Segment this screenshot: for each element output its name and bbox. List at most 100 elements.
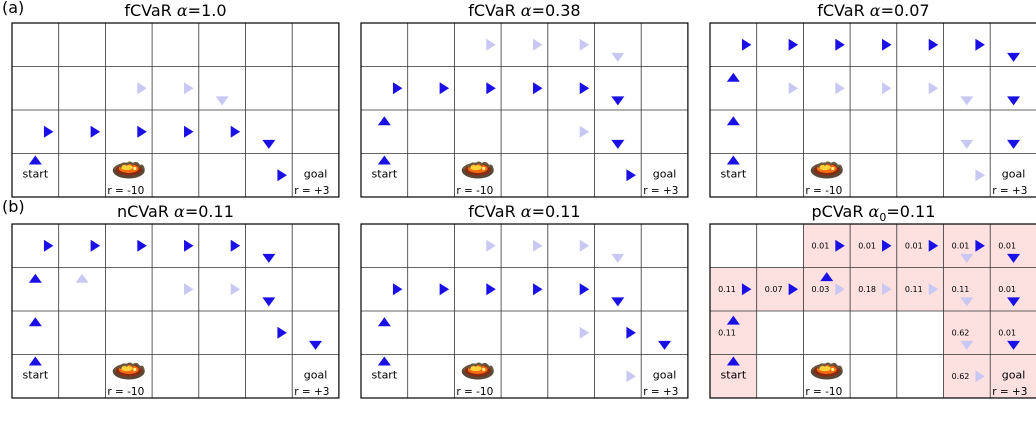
policy-arrow-right [90,239,101,252]
goal-reward-label: r = +3 [294,386,329,398]
policy-arrow-down-faint [960,96,974,106]
lava-reward-label: r = -10 [107,386,144,398]
policy-arrow-down-faint [215,96,229,106]
lava-reward-label: r = -10 [456,185,493,197]
start-label: start [23,167,49,180]
policy-arrow-down-faint [960,139,974,149]
grid-border [11,22,340,198]
goal-reward-label: r = +3 [643,386,678,398]
lava-icon [461,362,494,380]
policy-arrow-down [1007,340,1021,350]
gridworld-svg: r = -10 start goal r = +3 [11,223,340,399]
title-method: fCVaR [124,1,177,20]
policy-arrow-right [90,125,101,138]
policy-arrow-down [611,139,625,149]
goal-reward-label: r = +3 [992,386,1027,398]
policy-arrow-right-faint [184,283,194,296]
policy-arrow-down [309,340,323,350]
policy-arrow-right [277,326,287,339]
highlighted-cell [990,354,1036,398]
state-value-label: 0.03 [812,285,830,294]
lava-reward-label: r = -10 [805,185,842,197]
title-alpha-symbol: α [174,202,185,221]
grid-border [709,223,1036,399]
policy-arrow-right-faint [835,82,845,95]
panel-title-b3: pCVaR α0=0.11 [708,202,1036,224]
policy-arrow-down-faint [611,253,625,263]
policy-arrow-right [439,82,450,95]
start-label: start [23,368,49,381]
policy-arrow-right [579,283,590,296]
policy-arrow-right [486,82,496,95]
policy-arrow-right-faint [788,82,799,95]
policy-arrow-down [1007,297,1021,307]
gridworld-svg: r = -10 start goal r = +3 [360,223,689,399]
policy-arrow-right-faint [579,326,590,339]
policy-arrow-down-faint [960,297,974,307]
title-alpha-symbol: α [520,202,532,221]
title-method: pCVaR [811,202,869,221]
policy-arrow-right [533,283,543,296]
policy-arrow-up [28,356,42,366]
state-value-label: 0.01 [812,242,830,251]
policy-arrow-up [726,315,740,325]
policy-arrow-down [611,297,625,307]
policy-arrow-down [1007,52,1021,62]
goal-label: goal [304,368,327,381]
state-value-label: 0.11 [905,285,923,294]
gridworld-panel-a3: r = -10 start goal r = +3 [709,22,1036,198]
title-method: fCVaR [817,1,870,20]
policy-arrow-right [579,82,590,95]
state-value-label: 0.01 [998,285,1016,294]
policy-arrow-right-faint [533,239,543,252]
gridworld-svg: r = -10 start goal r = +3 [709,22,1036,198]
gridworld-panel-a1: r = -10 start goal r = +3 [11,22,340,198]
state-value-label: 0.01 [998,242,1016,251]
policy-arrow-right-faint [626,370,636,383]
policy-arrow-right-faint [533,38,543,51]
title-method: fCVaR [468,1,521,20]
panel-title-a1: fCVaR α=1.0 [10,1,340,20]
policy-arrow-down [1007,96,1021,106]
title-alpha-subscript: 0 [879,211,887,225]
goal-label: goal [653,167,676,180]
grid-border [360,223,689,399]
grid-border [11,223,340,399]
row-label-b: (b) [2,197,25,216]
start-label: start [721,368,747,381]
policy-arrow-up [28,155,42,165]
lava-reward-label: r = -10 [805,386,842,398]
policy-arrow-up [377,317,391,327]
title-alpha-value: =0.11 [886,202,936,221]
policy-arrow-right [882,38,892,51]
gridworld-panel-b3: r = -10 start goal r = +3 0.01 0.01 0.01 0.01 0.… [709,223,1036,399]
state-value-label: 0.07 [765,285,783,294]
policy-arrow-down-faint [960,340,974,350]
policy-arrow-right [439,283,450,296]
state-value-label: 0.18 [858,285,876,294]
policy-arrow-right [882,239,892,252]
lava-icon [810,362,843,380]
gridworld-svg: r = -10 start goal r = +3 [360,22,689,198]
policy-arrow-right [626,326,636,339]
lava-icon [810,161,843,179]
policy-arrow-right [137,125,147,138]
policy-arrow-up [726,72,740,82]
policy-arrow-right-faint [486,38,496,51]
state-value-label: 0.62 [952,329,970,338]
gridworld-panel-a2: r = -10 start goal r = +3 [360,22,689,198]
policy-arrow-right-faint [928,82,939,95]
policy-arrow-up [726,356,740,366]
title-method: nCVaR [117,202,175,221]
title-alpha-symbol: α [868,202,880,221]
policy-arrow-down [658,340,672,350]
state-value-label: 0.01 [998,329,1016,338]
policy-arrow-right [975,239,985,252]
policy-arrow-right [184,239,194,252]
lava-icon [112,161,145,179]
goal-reward-label: r = +3 [294,185,329,197]
policy-arrow-right-faint [486,239,496,252]
title-alpha-value: =0.11 [184,202,234,221]
policy-arrow-right [788,38,799,51]
